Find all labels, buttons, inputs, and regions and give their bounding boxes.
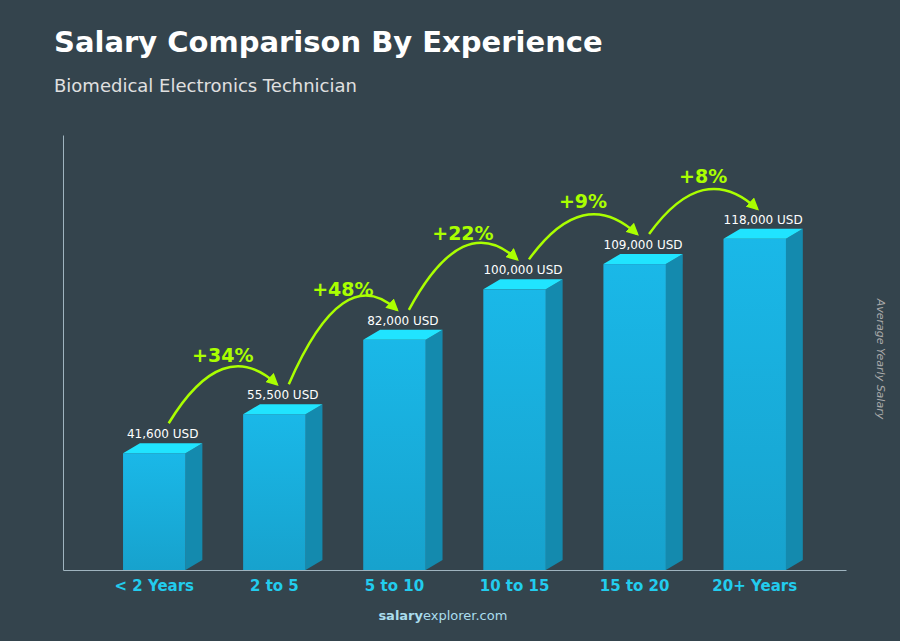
x-tick-label: 15 to 20 xyxy=(600,577,670,595)
bar xyxy=(603,264,665,570)
plot-area: < 2 Years 2 to 5 5 to 10 10 to 15 15 to 20 20… xyxy=(64,136,847,595)
bar xyxy=(483,289,545,570)
bar-side xyxy=(185,443,202,570)
bar xyxy=(243,414,305,570)
change-arrow xyxy=(289,296,397,385)
bar-side xyxy=(666,254,683,570)
data-label: 55,500 USD xyxy=(247,388,318,402)
bar-top xyxy=(483,279,562,289)
background xyxy=(0,0,900,641)
x-axis-line xyxy=(64,570,847,571)
bar-top xyxy=(363,330,442,340)
change-arrow xyxy=(409,243,517,310)
change-arrow xyxy=(649,189,757,234)
x-tick-label: 10 to 15 xyxy=(480,577,550,595)
bar-top xyxy=(603,254,682,264)
bar-top xyxy=(724,229,803,239)
title: Salary Comparison By Experience xyxy=(54,25,603,59)
x-tick-label: < 2 Years xyxy=(114,577,194,595)
chart-container: Salary Comparison By Experience Biomedica… xyxy=(0,0,900,641)
bar-top xyxy=(243,404,322,414)
bar xyxy=(123,453,185,570)
y-axis xyxy=(63,136,64,571)
data-label: 118,000 USD xyxy=(724,213,803,227)
bar-top xyxy=(123,443,202,453)
x-tick: 15 to 20 xyxy=(600,570,670,595)
x-tick: 2 to 5 xyxy=(250,570,299,595)
change-arrow xyxy=(169,366,277,423)
bar xyxy=(724,239,786,570)
watermark: explorer.com xyxy=(423,608,507,623)
data-label: 100,000 USD xyxy=(483,263,562,277)
bar-side xyxy=(426,330,443,570)
subtitle: Biomedical Electronics Technician xyxy=(54,75,357,96)
x-axis: < 2 Years 2 to 5 5 to 10 10 to 15 15 to 20 20… xyxy=(64,570,847,595)
change-label: +9% xyxy=(559,190,607,212)
watermark: salary xyxy=(378,608,423,623)
bar xyxy=(363,340,425,570)
y-axis-title: Average Yearly Salary xyxy=(874,298,887,420)
x-tick: 5 to 10 xyxy=(365,570,424,595)
x-tick-label: 2 to 5 xyxy=(250,577,299,595)
bar-side xyxy=(306,404,323,570)
chart-svg: Salary Comparison By Experience Biomedica… xyxy=(0,0,900,641)
change-label: +34% xyxy=(192,344,253,366)
data-label: 109,000 USD xyxy=(604,238,683,252)
y-axis-line xyxy=(63,136,64,571)
x-tick-label: 20+ Years xyxy=(712,577,797,595)
x-tick: 10 to 15 xyxy=(480,570,550,595)
change-label: +22% xyxy=(432,222,493,244)
data-label: 41,600 USD xyxy=(127,427,198,441)
x-tick: < 2 Years xyxy=(114,570,194,595)
change-label: +48% xyxy=(312,278,373,300)
change-label: +8% xyxy=(679,165,727,187)
bar-side xyxy=(546,279,563,570)
data-label: 82,000 USD xyxy=(367,314,438,328)
bars xyxy=(123,229,803,570)
x-tick: 20+ Years xyxy=(712,570,797,595)
bar-side xyxy=(786,229,803,570)
change-arrow xyxy=(529,214,637,259)
x-tick-label: 5 to 10 xyxy=(365,577,424,595)
